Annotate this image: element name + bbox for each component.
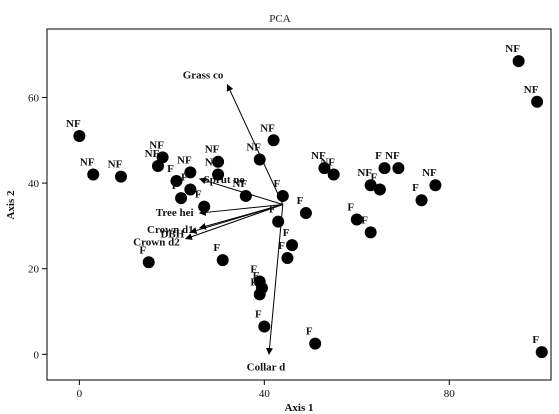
data-point xyxy=(256,282,268,294)
point-label: F xyxy=(532,334,539,346)
data-point xyxy=(258,320,270,332)
data-point xyxy=(198,201,210,213)
data-point xyxy=(309,338,321,350)
point-label: F xyxy=(375,150,382,162)
data-point xyxy=(277,190,289,202)
point-label: NF xyxy=(320,157,335,169)
y-tick-label: 0 xyxy=(34,349,40,361)
point-label: NF xyxy=(205,144,220,156)
vector-label: Tree hei xyxy=(156,207,194,219)
data-point xyxy=(87,169,99,181)
point-label: NF xyxy=(108,159,123,171)
point-label: NF xyxy=(260,122,275,134)
data-point xyxy=(212,169,224,181)
data-point xyxy=(392,162,404,174)
data-point xyxy=(286,239,298,251)
point-label: F xyxy=(412,182,419,194)
data-point xyxy=(328,169,340,181)
point-label: F xyxy=(213,242,220,254)
data-point xyxy=(272,216,284,228)
data-point xyxy=(143,256,155,268)
data-point xyxy=(365,226,377,238)
point-label: F xyxy=(361,214,368,226)
point-label: F xyxy=(306,326,313,338)
data-point xyxy=(374,184,386,196)
point-label: NF xyxy=(149,139,164,151)
y-axis-label: Axis 2 xyxy=(5,190,17,220)
axis-ticks: 0 40 80 0 20 40 60 xyxy=(28,92,455,400)
point-label: NF xyxy=(385,150,400,162)
point-label: F xyxy=(172,180,179,192)
point-label: F xyxy=(167,163,174,175)
data-point xyxy=(513,55,525,67)
vector-label: Collar d xyxy=(247,361,286,373)
data-point xyxy=(429,179,441,191)
chart-title: PCA xyxy=(269,13,290,25)
data-point xyxy=(254,154,266,166)
data-point xyxy=(175,192,187,204)
data-point xyxy=(379,162,391,174)
data-point xyxy=(416,194,428,206)
point-label: F xyxy=(283,227,290,239)
point-label: NF xyxy=(232,178,247,190)
point-label: NF xyxy=(422,167,437,179)
vector-label: Grass co xyxy=(183,70,224,82)
point-label: NF xyxy=(205,157,220,169)
y-tick-label: 60 xyxy=(28,92,40,104)
data-point xyxy=(281,252,293,264)
point-label: NF xyxy=(246,142,261,154)
x-axis-label: Axis 1 xyxy=(284,402,313,414)
data-point xyxy=(217,254,229,266)
point-label: F xyxy=(255,308,262,320)
point-label: F xyxy=(371,172,378,184)
data-point xyxy=(73,130,85,142)
y-tick-label: 40 xyxy=(28,178,40,190)
point-label: F xyxy=(139,244,146,256)
point-label: F xyxy=(273,178,280,190)
point-label: NF xyxy=(524,84,539,96)
point-label: F xyxy=(181,172,188,184)
point-label: NF xyxy=(66,118,81,130)
x-tick-label: 80 xyxy=(444,388,456,400)
data-point xyxy=(536,346,548,358)
data-point xyxy=(115,171,127,183)
data-point xyxy=(268,134,280,146)
point-label: F xyxy=(253,270,260,282)
point-label: F xyxy=(297,195,304,207)
point-label: F xyxy=(278,240,285,252)
x-tick-label: 40 xyxy=(259,388,271,400)
data-points xyxy=(73,55,547,358)
y-tick-label: 20 xyxy=(28,264,40,276)
point-label: F xyxy=(347,201,354,213)
point-label: NF xyxy=(80,157,95,169)
point-label: NF xyxy=(177,154,192,166)
point-label: NF xyxy=(505,43,520,55)
point-label: F xyxy=(269,204,276,216)
data-point xyxy=(240,190,252,202)
x-tick-label: 0 xyxy=(77,388,83,400)
data-point xyxy=(300,207,312,219)
data-point xyxy=(531,96,543,108)
point-label: F xyxy=(195,189,202,201)
